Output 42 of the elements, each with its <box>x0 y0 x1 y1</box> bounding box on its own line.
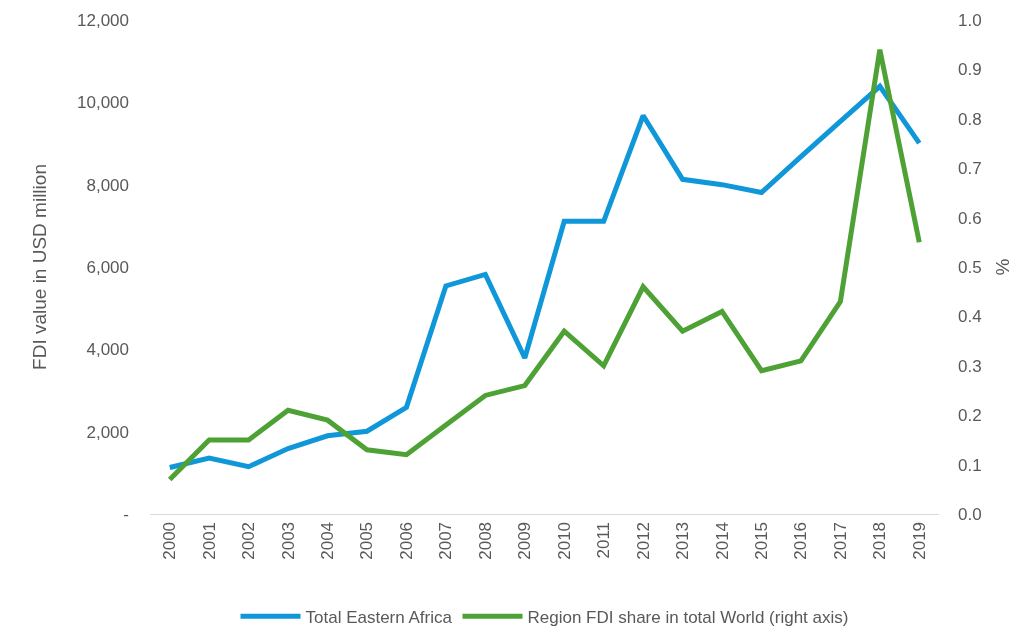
x-tick-label: 2006 <box>396 521 416 560</box>
x-tick-label: 2016 <box>791 521 811 560</box>
y2-tick-label: 0.0 <box>958 504 982 524</box>
y-tick-label: 12,000 <box>77 10 129 30</box>
x-tick-label: 2010 <box>554 521 574 560</box>
y-axis-title: FDI value in USD million <box>28 164 50 370</box>
x-tick-label: 2012 <box>633 521 653 560</box>
x-tick-label: 2001 <box>199 521 219 560</box>
x-tick-label: 2015 <box>752 521 772 560</box>
x-tick-label: 2004 <box>318 521 338 560</box>
x-tick-label: 2008 <box>475 521 495 560</box>
y2-tick-label: 0.6 <box>958 208 982 228</box>
x-tick-label: 2013 <box>673 521 693 560</box>
y2-tick-label: 0.8 <box>958 109 982 129</box>
y2-tick-label: 0.2 <box>958 406 982 426</box>
x-tick-label: 2009 <box>515 521 535 560</box>
x-tick-label: 2007 <box>436 521 456 560</box>
y2-tick-label: 0.3 <box>958 356 982 376</box>
x-tick-label: 2019 <box>909 521 929 560</box>
y-tick-label: 10,000 <box>77 93 129 113</box>
y2-tick-label: 0.9 <box>958 60 982 80</box>
x-tick-label: 2003 <box>278 521 298 560</box>
x-tick-label: 2005 <box>357 521 377 560</box>
x-tick-label: 2017 <box>830 521 850 560</box>
x-tick-label: 2011 <box>594 521 614 559</box>
y2-tick-label: 1.0 <box>958 10 982 30</box>
y-tick-label: - <box>123 504 129 524</box>
y-tick-label: 2,000 <box>86 422 129 442</box>
x-tick-label: 2014 <box>712 521 732 560</box>
y2-tick-label: 0.5 <box>958 257 982 277</box>
legend-label: Region FDI share in total World (right axis) <box>527 607 849 627</box>
y2-tick-label: 0.1 <box>958 455 982 475</box>
y-tick-label: 8,000 <box>86 175 129 195</box>
y-tick-label: 4,000 <box>86 340 129 360</box>
legend-label: Total Eastern Africa <box>305 607 453 627</box>
x-tick-label: 2002 <box>239 521 259 560</box>
y-tick-label: 6,000 <box>86 257 129 277</box>
x-tick-label: 2018 <box>870 521 890 560</box>
y2-axis-title: % <box>992 258 1014 276</box>
y2-tick-label: 0.4 <box>958 307 982 327</box>
x-tick-label: 2000 <box>160 521 180 560</box>
y2-tick-label: 0.7 <box>958 159 982 179</box>
